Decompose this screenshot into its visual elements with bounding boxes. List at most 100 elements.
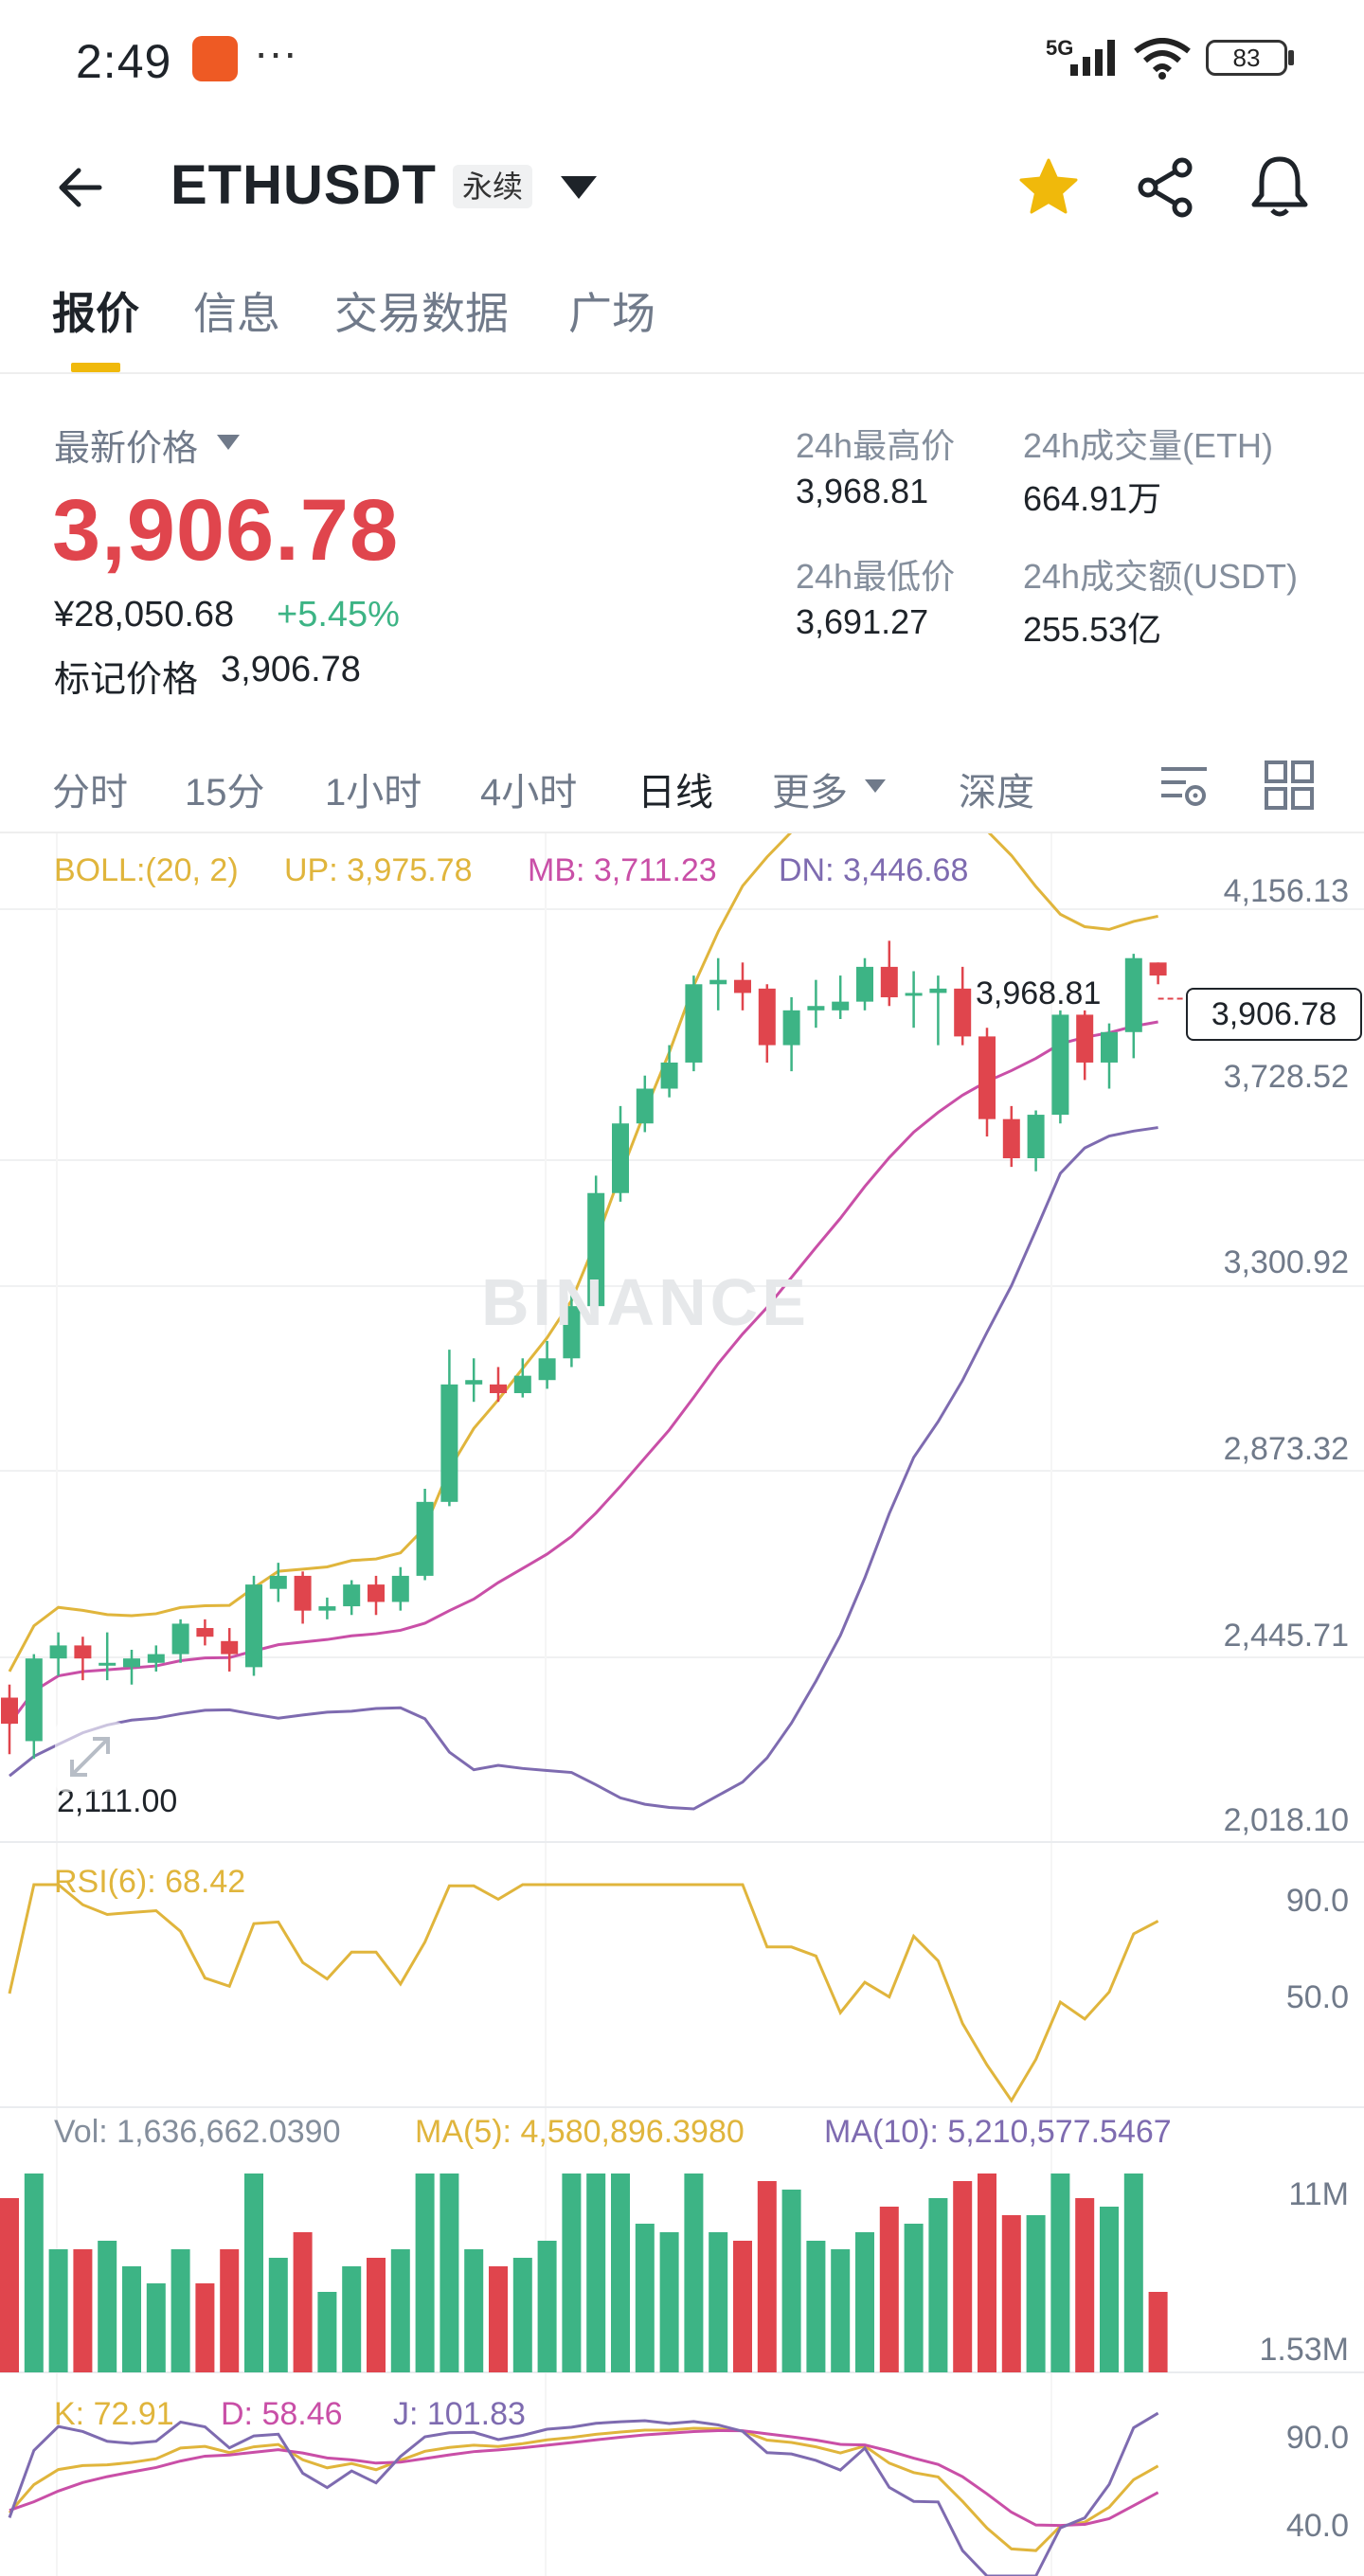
tab-square[interactable]: 广场 (568, 289, 655, 338)
kdj-axis-label: 40.0 (1285, 2508, 1349, 2544)
candle-body (587, 1192, 605, 1307)
kdj-panel (8, 2411, 1159, 2576)
candle-body (538, 1358, 556, 1381)
candle-body (368, 1584, 385, 1602)
volume-bar (293, 2232, 313, 2372)
volume-bar (611, 2174, 630, 2372)
battery-tip (1288, 50, 1294, 65)
tab-info[interactable]: 信息 (193, 289, 280, 338)
candle-body (612, 1123, 629, 1193)
volume-bar (904, 2224, 924, 2372)
share-icon[interactable] (1135, 156, 1197, 219)
volume-bar (1123, 2174, 1143, 2372)
candle-body (269, 1575, 287, 1589)
tab-trading-data[interactable]: 交易数据 (334, 289, 509, 338)
candle-body (416, 1501, 434, 1576)
volume-bar (781, 2190, 801, 2372)
volume-bar (1100, 2207, 1119, 2372)
interval-1h[interactable]: 1小时 (325, 772, 422, 814)
volume-bar (195, 2283, 215, 2372)
volume-bar (733, 2241, 752, 2372)
candle-body (978, 1036, 996, 1119)
status-bar: 2:49 ··· 5G 83 (0, 0, 1364, 118)
low-24h-label: 24h最低价 (796, 557, 956, 596)
volume-ma10-legend: MA(10): 5,210,577.5467 (824, 2114, 1172, 2150)
interval-selector: 分时 15分 1小时 4小时 日线 更多 深度 (0, 748, 1364, 833)
candle-body (685, 984, 703, 1063)
candle-body (99, 1662, 117, 1666)
app-notification-icon (192, 36, 238, 81)
volume-panel (0, 2174, 1168, 2372)
caret-down-icon[interactable] (864, 778, 887, 794)
price-axis-label: 2,445.71 (1223, 1618, 1349, 1654)
favorite-star-icon[interactable] (1017, 156, 1080, 219)
volume-bar (586, 2174, 606, 2372)
candle-body (25, 1658, 43, 1742)
price-axis-label: 2,018.10 (1223, 1802, 1349, 1838)
kdj-d-legend: D: 58.46 (221, 2396, 343, 2432)
interval-1d[interactable]: 日线 (637, 772, 713, 814)
boll-dn-line (9, 1126, 1158, 1811)
volume-bar (928, 2198, 948, 2372)
candle-body (1002, 1118, 1020, 1158)
volume-bar (684, 2174, 704, 2372)
volume-bar (709, 2232, 728, 2372)
volume-bar (367, 2258, 386, 2372)
boll-lines (8, 833, 1186, 1811)
high-24h-label: 24h最高价 (796, 426, 956, 465)
candle-body (245, 1584, 262, 1668)
candle-body (563, 1306, 581, 1359)
volume-bar (415, 2174, 435, 2372)
volume-bar (659, 2232, 679, 2372)
candle-body (123, 1658, 140, 1668)
network-type: 5G (1046, 36, 1074, 60)
volume-bar (953, 2181, 973, 2372)
last-price: 3,906.78 (52, 482, 400, 579)
expand-chart-icon[interactable] (55, 1722, 125, 1792)
caret-down-icon[interactable] (216, 434, 241, 451)
kline-chart[interactable] (0, 833, 1364, 2576)
header: ETHUSDT 永续 (0, 123, 1364, 246)
candle-body (490, 1384, 507, 1394)
volume-bar (48, 2249, 68, 2372)
exchange-watermark: BINANCE (481, 1265, 810, 1339)
volume-bar (244, 2174, 263, 2372)
candle-body (782, 1010, 800, 1046)
turnover-24h-label: 24h成交额(USDT) (1023, 557, 1299, 596)
volume-bar (170, 2249, 190, 2372)
indicator-settings-icon[interactable] (1158, 760, 1211, 813)
price-summary: 最新价格 3,906.78 ¥28,050.68 +5.45% 标记价格 3,9… (0, 379, 1364, 720)
interval-more[interactable]: 更多 (772, 772, 848, 814)
battery-icon: 83 (1206, 40, 1287, 76)
turnover-24h-value: 255.53亿 (1023, 610, 1162, 649)
candle-body (294, 1575, 312, 1611)
volume-bar (146, 2283, 166, 2372)
depth-chart-tab[interactable]: 深度 (959, 772, 1034, 814)
more-notifications-icon: ··· (254, 27, 297, 77)
status-time: 2:49 (76, 35, 172, 88)
caret-down-icon[interactable] (559, 174, 599, 201)
candle-body (734, 979, 751, 993)
pair-title[interactable]: ETHUSDT (170, 154, 437, 216)
candle-body (954, 988, 972, 1037)
layout-grid-icon[interactable] (1264, 760, 1315, 813)
candle-body (221, 1640, 239, 1655)
volume-bar (464, 2249, 484, 2372)
tab-quote[interactable]: 报价 (52, 289, 139, 338)
candle-body (465, 1380, 483, 1385)
price-alert-bell-icon[interactable] (1248, 153, 1311, 220)
boll-dn-legend: DN: 3,446.68 (779, 852, 969, 888)
interval-15m[interactable]: 15分 (185, 772, 265, 814)
candle-body (832, 1001, 850, 1011)
volume-bar (342, 2266, 362, 2372)
candle-body (318, 1606, 336, 1611)
latest-price-label[interactable]: 最新价格 (54, 429, 199, 469)
back-arrow-icon[interactable] (52, 159, 109, 216)
interval-4h[interactable]: 4小时 (480, 772, 578, 814)
candle-body (196, 1628, 214, 1637)
candle-body (856, 966, 873, 1002)
candle-body (1051, 1014, 1069, 1116)
interval-time-sharing[interactable]: 分时 (52, 772, 128, 814)
volume-bar (1050, 2174, 1070, 2372)
volume-bar (98, 2241, 117, 2372)
